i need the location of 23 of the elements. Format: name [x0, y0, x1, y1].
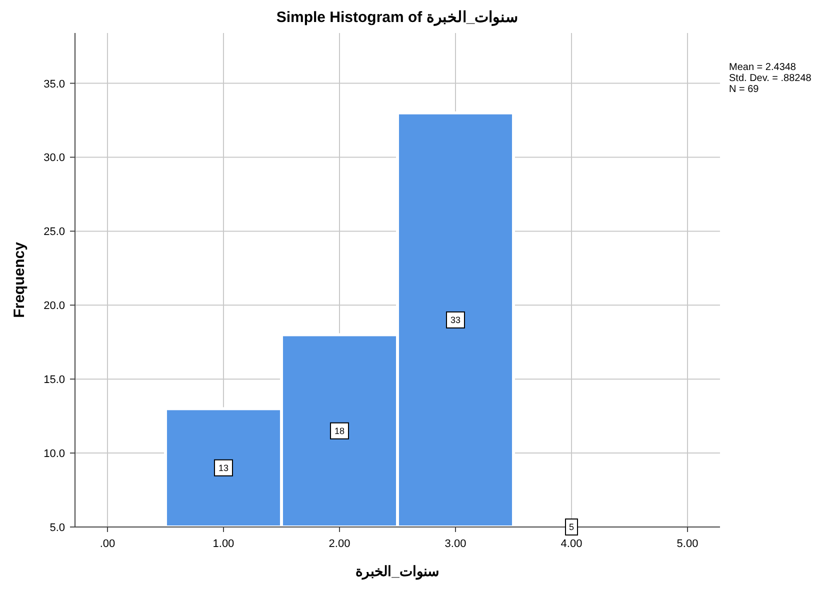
- y-tick-label: 5.0: [50, 522, 65, 534]
- y-tick-label: 20.0: [44, 300, 65, 312]
- y-tick-label: 25.0: [44, 226, 65, 238]
- x-tick-label: 5.00: [676, 538, 698, 550]
- y-tick-label: 15.0: [44, 374, 65, 386]
- x-axis-title: سنوات_الخبرة: [356, 563, 440, 580]
- data-label: 33: [450, 314, 461, 325]
- x-tick-label: .00: [100, 538, 116, 550]
- text: Mean = 2.4348: [729, 62, 796, 73]
- x-tick-label: 3.00: [444, 538, 466, 550]
- text: Std. Dev. = .88248: [729, 73, 812, 84]
- x-tick-label: 2.00: [328, 538, 350, 550]
- y-tick-label: 30.0: [44, 152, 65, 164]
- y-axis-title: Frequency: [11, 241, 28, 318]
- text: N = 69: [729, 84, 760, 95]
- data-label: 18: [334, 426, 345, 436]
- x-tick-label: 1.00: [212, 538, 234, 550]
- x-tick-label: 4.00: [560, 538, 582, 550]
- y-tick-label: 10.0: [44, 448, 65, 460]
- data-label: 5: [569, 522, 574, 532]
- y-tick-label: 35.0: [44, 78, 65, 90]
- chart-title: Simple Histogram of سنوات_الخبرة: [276, 9, 519, 26]
- data-label: 13: [218, 462, 228, 473]
